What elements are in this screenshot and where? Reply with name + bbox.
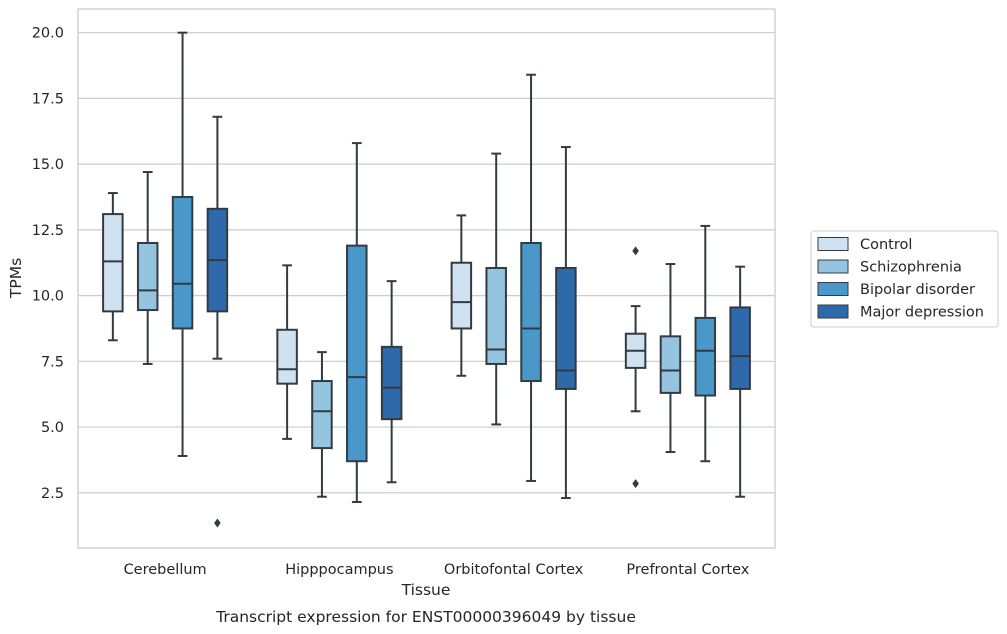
outlier-marker (214, 518, 221, 528)
box-iqr (694, 316, 717, 397)
x-tick-labels: Cerebellum Hipppocampus Orbitofontal Corte… (124, 562, 750, 578)
grid-lines (78, 32, 775, 494)
box-group (346, 142, 368, 503)
box-iqr (311, 380, 333, 450)
x-tick-label: Hipppocampus (285, 562, 393, 578)
box-iqr (346, 244, 368, 463)
legend-label: Schizophrenia (860, 260, 962, 276)
legend-swatch (817, 259, 849, 274)
legend-frame (810, 230, 999, 328)
box-iqr (555, 266, 577, 390)
box-group (555, 146, 577, 500)
box-group (659, 263, 682, 454)
x-tick-label: Prefrontal Cortex (626, 562, 749, 578)
y-tick-label: 15.0 (32, 157, 64, 173)
x-tick-label: Orbitofontal Cortex (444, 562, 584, 578)
x-axis-label: Tissue (401, 581, 451, 599)
box-group (171, 31, 194, 457)
box-group (276, 264, 298, 440)
y-tick-labels: 2.5 5.0 7.5 10.0 12.5 15.0 17.5 20.0 (32, 26, 64, 502)
y-tick-label: 12.5 (32, 223, 64, 239)
y-tick-label: 10.0 (32, 289, 64, 305)
y-tick-label: 17.5 (32, 91, 64, 107)
box-group (694, 224, 717, 463)
box-iqr (380, 345, 403, 421)
legend: Control Schizophrenia Bipolar disorder Majo… (810, 230, 999, 328)
box-iqr (102, 213, 124, 313)
plot-frame (77, 8, 776, 549)
legend-label: Bipolar disorder (860, 282, 975, 298)
box-groups (102, 31, 751, 528)
outlier-marker (632, 246, 639, 256)
x-tick-label: Cerebellum (124, 562, 207, 578)
box-group (729, 265, 751, 498)
box-group (485, 152, 507, 426)
y-tick-label: 7.5 (41, 354, 64, 370)
box-iqr (485, 266, 507, 365)
box-iqr (136, 242, 159, 312)
box-group (136, 171, 159, 365)
box-iqr (520, 242, 542, 383)
outlier-marker (632, 479, 639, 489)
legend-swatch (817, 282, 849, 296)
chart-caption: Transcript expression for ENST0000039604… (215, 608, 636, 626)
box-iqr (659, 335, 682, 394)
y-tick-label: 2.5 (41, 486, 64, 502)
y-axis-label: TPMs (7, 258, 25, 299)
box-group (520, 73, 542, 482)
box-group (450, 214, 473, 377)
legend-label: Control (860, 237, 912, 253)
y-tick-label: 5.0 (41, 420, 64, 436)
box-iqr (276, 328, 298, 385)
box-group (624, 246, 647, 489)
box-group (380, 280, 403, 484)
legend-swatch (817, 304, 849, 319)
box-iqr (450, 261, 473, 330)
box-iqr (729, 306, 751, 390)
box-iqr (171, 195, 194, 330)
legend-swatch (817, 237, 849, 251)
box-group (206, 115, 229, 528)
legend-label: Major depression (860, 305, 984, 321)
box-group (311, 351, 333, 498)
box-group (102, 192, 124, 342)
y-tick-label: 20.0 (32, 26, 64, 42)
